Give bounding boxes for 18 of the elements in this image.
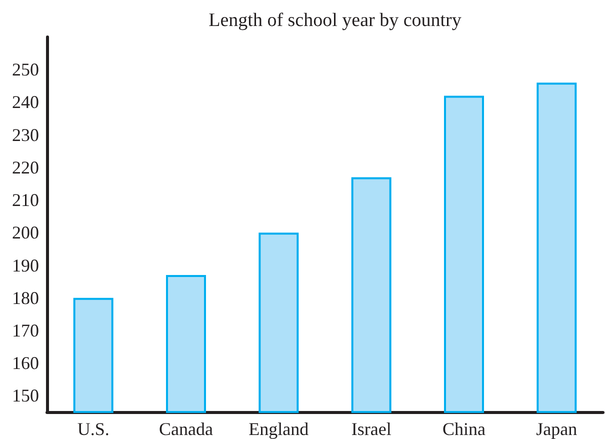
- x-tick-label: China: [442, 419, 486, 439]
- y-tick-label: 200: [12, 222, 39, 243]
- chart-title: Length of school year by country: [208, 10, 462, 31]
- x-tick-label: Israel: [351, 419, 392, 439]
- y-tick-label: 230: [12, 124, 39, 145]
- y-tick-label: 180: [12, 288, 39, 308]
- y-tick-label: 160: [12, 353, 39, 374]
- x-tick-label: Canada: [159, 419, 213, 439]
- y-tick-label: 220: [12, 157, 39, 178]
- y-tick-label: 210: [12, 190, 39, 210]
- y-tick-label: 240: [12, 92, 39, 112]
- x-tick-label: England: [248, 419, 309, 439]
- x-tick-label: U.S.: [77, 419, 110, 439]
- y-tick-label: 190: [12, 255, 39, 276]
- y-tick-label: 250: [12, 60, 39, 80]
- y-tick-label: 150: [12, 386, 39, 406]
- y-tick-label: 170: [12, 320, 39, 340]
- x-tick-label: Japan: [536, 419, 578, 439]
